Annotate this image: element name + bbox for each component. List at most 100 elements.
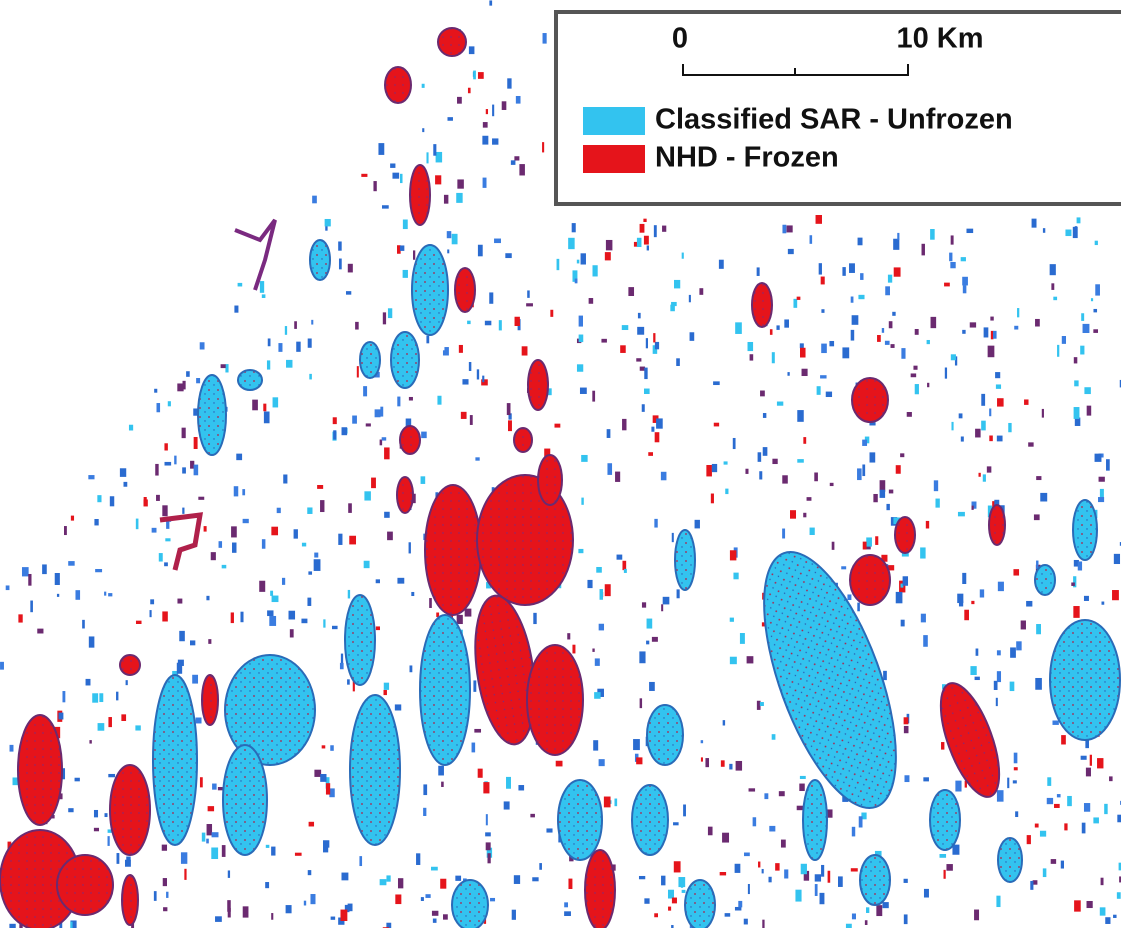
water-speck: [1109, 776, 1113, 781]
water-speck: [89, 740, 91, 743]
water-speck: [981, 421, 986, 431]
water-speck: [397, 578, 404, 584]
water-speck: [998, 582, 1004, 591]
water-speck: [166, 892, 168, 898]
water-speck: [863, 542, 867, 550]
water-speck: [155, 464, 158, 476]
water-speck: [886, 504, 889, 510]
water-speck: [821, 865, 824, 877]
water-speck: [194, 437, 198, 449]
water-speck: [904, 914, 908, 924]
water-speck: [940, 854, 947, 858]
water-speck: [782, 225, 786, 234]
water-speck: [273, 397, 279, 407]
water-speck: [950, 262, 955, 268]
water-speck: [904, 879, 908, 883]
water-speck: [913, 366, 917, 370]
lake: [198, 375, 226, 455]
lake: [360, 342, 380, 378]
water-speck: [208, 806, 214, 811]
water-speck: [748, 884, 750, 894]
water-speck: [380, 879, 387, 885]
water-speck: [68, 808, 73, 812]
water-speck: [286, 360, 292, 368]
water-speck: [265, 882, 269, 888]
water-speck: [340, 910, 347, 921]
water-speck: [198, 497, 204, 500]
water-speck: [346, 291, 351, 295]
water-speck: [589, 298, 594, 304]
water-speck: [263, 404, 266, 412]
water-speck: [516, 96, 521, 104]
water-speck: [129, 425, 133, 431]
water-speck: [733, 573, 738, 580]
water-speck: [196, 718, 202, 724]
water-speck: [1016, 641, 1021, 650]
water-speck: [567, 633, 570, 639]
water-speck: [581, 498, 583, 505]
water-speck: [772, 459, 777, 464]
water-speck: [733, 438, 736, 449]
water-speck: [788, 249, 794, 254]
water-speck: [639, 876, 645, 879]
water-speck: [290, 629, 294, 637]
water-speck: [556, 761, 563, 767]
water-speck: [1071, 582, 1075, 585]
water-speck: [1091, 298, 1093, 301]
water-speck: [654, 913, 658, 917]
water-speck: [1112, 590, 1119, 600]
water-speck: [62, 691, 65, 702]
water-speck: [1080, 346, 1084, 355]
water-speck: [331, 917, 336, 920]
water-speck: [690, 332, 695, 341]
water-speck: [883, 671, 887, 680]
water-speck: [814, 472, 818, 481]
water-speck: [1013, 780, 1017, 783]
water-speck: [373, 181, 376, 191]
water-speck: [568, 238, 574, 249]
water-speck: [782, 529, 785, 539]
water-speck: [486, 814, 488, 825]
water-speck: [348, 590, 350, 599]
water-speck: [723, 720, 725, 725]
lake: [585, 850, 615, 928]
water-speck: [68, 561, 74, 566]
water-speck: [997, 398, 1004, 406]
water-speck: [593, 740, 598, 750]
water-speck: [296, 342, 300, 352]
water-speck: [82, 620, 85, 629]
water-speck: [30, 601, 33, 613]
lake: [153, 675, 197, 845]
water-speck: [1061, 861, 1064, 869]
water-speck: [653, 333, 655, 342]
water-speck: [99, 693, 103, 702]
lake: [455, 268, 475, 312]
water-speck: [1008, 423, 1011, 432]
water-speck: [375, 409, 381, 417]
water-speck: [852, 315, 859, 325]
water-speck: [456, 193, 462, 203]
water-speck: [206, 839, 209, 844]
water-speck: [0, 662, 4, 670]
water-speck: [108, 717, 112, 727]
water-speck: [283, 474, 287, 483]
water-speck: [622, 419, 626, 430]
water-speck: [962, 330, 965, 334]
water-speck: [592, 391, 595, 402]
water-speck: [1024, 399, 1028, 404]
water-speck: [342, 427, 348, 435]
water-speck: [487, 853, 490, 863]
water-speck: [656, 418, 663, 428]
water-speck: [435, 175, 441, 184]
water-speck: [846, 924, 852, 928]
water-speck: [486, 842, 491, 850]
water-speck: [816, 215, 822, 224]
water-speck: [1084, 803, 1090, 812]
water-speck: [959, 413, 963, 418]
water-speck: [236, 454, 242, 461]
water-speck: [976, 649, 979, 656]
water-speck: [605, 584, 611, 596]
water-speck: [725, 489, 728, 494]
water-speck: [803, 513, 806, 518]
water-speck: [769, 826, 775, 832]
